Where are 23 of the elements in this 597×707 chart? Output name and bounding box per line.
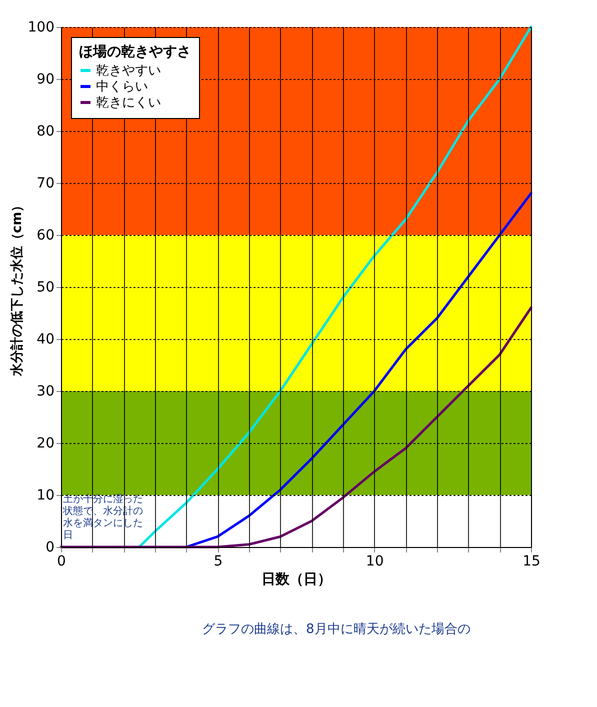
x-axis-title: 日数（日） bbox=[262, 572, 332, 588]
line-series bbox=[185, 192, 532, 548]
y-tick-label: 40 bbox=[36, 332, 54, 348]
text: グラフの曲線は、8月中に晴天が続いた場合の bbox=[202, 622, 470, 637]
legend-label: 中くらい bbox=[96, 80, 148, 94]
y-tick-label: 50 bbox=[36, 280, 54, 296]
y-tick-label: 80 bbox=[36, 124, 54, 140]
legend-label: 乾きやすい bbox=[96, 64, 161, 78]
legend-title: ほ場の乾きやすさ bbox=[79, 44, 191, 60]
y-tick-label: 100 bbox=[28, 20, 54, 36]
x-tick-label: 10 bbox=[366, 554, 384, 570]
y-axis-title: 水分計の低下した水位（cm） bbox=[8, 198, 25, 378]
y-tick-label: 90 bbox=[36, 72, 54, 88]
y-tick-label: 70 bbox=[36, 176, 54, 192]
y-tick-label: 0 bbox=[46, 540, 54, 556]
x-tick-label: 15 bbox=[522, 554, 540, 570]
y-tick-label: 60 bbox=[36, 228, 54, 244]
y-tick-label: 10 bbox=[36, 488, 54, 504]
y-tick-label: 30 bbox=[36, 384, 54, 400]
x-tick-label: 0 bbox=[57, 554, 66, 570]
y-tick-label: 20 bbox=[36, 436, 54, 452]
legend-label: 乾きにくい bbox=[96, 96, 161, 110]
x-tick-label: 5 bbox=[214, 554, 223, 570]
